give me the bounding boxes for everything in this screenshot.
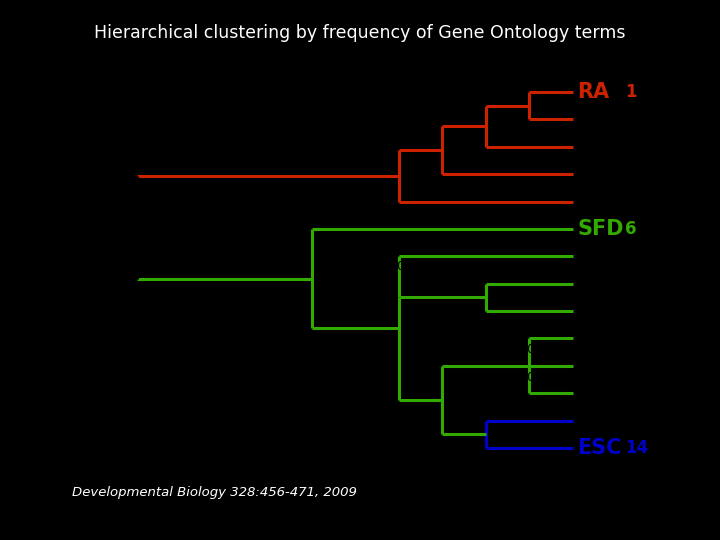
Text: 0.04: 0.04: [384, 260, 413, 273]
Text: 0.1: 0.1: [117, 200, 138, 213]
Text: cerebellum: cerebellum: [577, 194, 654, 208]
Text: neuroblast: neuroblast: [577, 249, 652, 264]
Text: Developmental Biology 328:456-471, 2009: Developmental Biology 328:456-471, 2009: [72, 486, 357, 499]
Text: ESC: ESC: [577, 438, 622, 458]
Text: 0.03: 0.03: [428, 106, 456, 119]
Text: 2: 2: [625, 112, 635, 127]
Text: 0.01: 0.01: [516, 70, 544, 83]
Text: 11: 11: [625, 359, 644, 373]
Text: 6: 6: [625, 220, 636, 238]
Text: neural crest: neural crest: [577, 304, 660, 318]
Text: 0.06: 0.06: [297, 206, 325, 219]
Text: retina: retina: [577, 140, 618, 154]
Text: 0.01: 0.01: [516, 343, 544, 356]
Text: 3: 3: [625, 139, 635, 154]
Text: LVBr: LVBr: [577, 167, 608, 181]
Text: NSC: NSC: [577, 276, 606, 291]
Text: 5: 5: [625, 194, 635, 209]
Text: 4: 4: [625, 167, 635, 181]
Text: 0.02: 0.02: [472, 84, 500, 98]
Text: 9: 9: [625, 303, 635, 319]
Text: RA: RA: [577, 82, 609, 102]
Text: 13: 13: [625, 413, 644, 428]
Text: 10: 10: [625, 331, 644, 346]
Text: SFD: SFD: [577, 219, 624, 239]
Text: 0.03: 0.03: [428, 349, 456, 362]
Text: Hierarchical clustering by frequency of Gene Ontology terms: Hierarchical clustering by frequency of …: [94, 24, 626, 42]
Text: 8: 8: [625, 276, 635, 291]
Text: hippocampus: hippocampus: [577, 112, 671, 126]
Text: 1: 1: [625, 83, 636, 101]
Text: 0.02: 0.02: [472, 265, 500, 278]
Text: 0.04: 0.04: [384, 131, 413, 144]
Text: NSC: NSC: [577, 359, 606, 373]
Text: ESC: ESC: [577, 414, 605, 428]
Text: NSC: NSC: [577, 332, 606, 346]
Text: 14: 14: [625, 439, 649, 457]
Text: 0.02: 0.02: [472, 398, 500, 411]
Text: NSC: NSC: [577, 386, 606, 400]
Text: 0.01: 0.01: [516, 316, 544, 329]
Text: 12: 12: [625, 386, 644, 401]
Text: 0.01: 0.01: [516, 370, 544, 383]
Text: 7: 7: [625, 249, 635, 264]
